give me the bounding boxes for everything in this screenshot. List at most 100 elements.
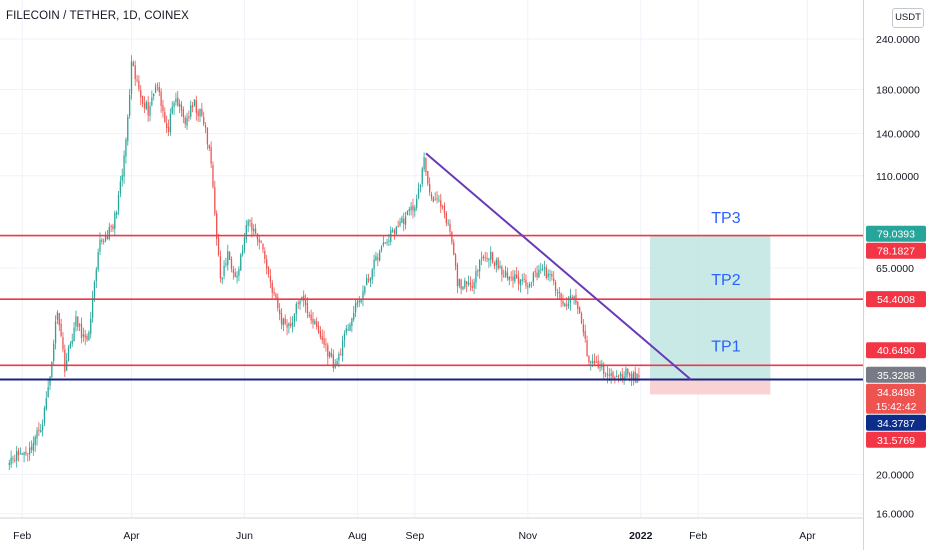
candle <box>197 108 199 122</box>
candle <box>119 175 122 198</box>
candle-body <box>558 292 560 294</box>
candle <box>358 296 360 308</box>
candle <box>264 247 266 264</box>
candle <box>425 157 427 176</box>
candle-body <box>440 200 442 207</box>
candle <box>28 441 31 461</box>
candle <box>564 302 566 308</box>
candle <box>53 339 55 365</box>
candle-body <box>254 228 257 234</box>
candle-body <box>579 307 581 314</box>
candle <box>421 166 423 188</box>
candle-body <box>73 327 75 342</box>
candle-body <box>488 258 490 261</box>
candle <box>240 252 242 271</box>
candle <box>91 290 94 323</box>
candle-body <box>412 205 414 211</box>
candle <box>325 338 327 352</box>
candle <box>427 171 429 187</box>
candle-body <box>314 320 316 324</box>
candle-body <box>293 313 296 323</box>
candle-body <box>247 221 249 226</box>
candle <box>514 270 516 284</box>
candle-body <box>88 332 90 341</box>
candle <box>373 254 375 277</box>
candle-body <box>121 175 123 181</box>
y-tick-label: 240.0000 <box>876 34 920 46</box>
annotation-label: TP2 <box>711 272 740 289</box>
candle-body <box>366 278 368 286</box>
price-tag: 78.1827 <box>866 242 926 259</box>
candle <box>364 285 366 296</box>
candle-body <box>380 246 383 251</box>
candle-body <box>186 117 188 126</box>
candle <box>127 114 129 146</box>
candle-body <box>597 360 599 368</box>
candle <box>17 447 20 462</box>
candle-body <box>508 276 510 280</box>
x-tick-label: Feb <box>13 530 31 542</box>
candle <box>84 329 86 346</box>
candle <box>75 310 77 332</box>
candle-body <box>32 443 34 451</box>
candle-body <box>636 373 638 383</box>
candle-body <box>201 108 203 116</box>
candle-body <box>128 94 131 116</box>
candle-body <box>151 97 153 105</box>
candle <box>178 99 181 114</box>
candle-body <box>86 335 88 340</box>
candle-body <box>456 264 459 286</box>
candle <box>280 308 283 330</box>
candle-body <box>60 323 62 337</box>
candle-body <box>25 451 27 454</box>
candle <box>216 210 218 246</box>
candle <box>616 370 618 378</box>
candle-body <box>175 98 177 103</box>
candle-body <box>403 219 405 225</box>
candle-body <box>114 213 116 230</box>
candle <box>108 222 110 241</box>
candle <box>27 453 29 462</box>
candle-body <box>241 250 244 255</box>
candle-body <box>145 101 147 109</box>
candle-body <box>367 279 370 281</box>
candle <box>219 250 222 283</box>
candle-body <box>104 234 107 241</box>
currency-button[interactable]: USDT <box>892 8 924 28</box>
candle-body <box>141 95 144 104</box>
candle-body <box>156 84 159 86</box>
candle <box>428 177 431 196</box>
candle-body <box>332 354 334 369</box>
candle-body <box>340 354 342 356</box>
candle <box>451 231 453 245</box>
candle <box>43 405 46 427</box>
candle <box>117 191 120 216</box>
candle-body <box>397 226 399 228</box>
candle <box>169 108 172 136</box>
candle-body <box>91 297 94 319</box>
candle-body <box>377 257 379 260</box>
candle <box>62 332 64 353</box>
candle <box>464 277 466 290</box>
candle <box>453 239 455 256</box>
candle-body <box>449 223 451 232</box>
candle <box>71 333 73 347</box>
candle <box>164 107 166 123</box>
candle <box>434 192 436 201</box>
candle-body <box>562 301 564 305</box>
candle <box>104 231 107 243</box>
y-tick-label: 110.0000 <box>876 171 919 183</box>
candle <box>177 90 179 107</box>
candle <box>30 440 33 454</box>
candle-body <box>414 207 416 212</box>
candle-body <box>499 265 501 268</box>
candle <box>230 256 233 273</box>
candle <box>101 237 103 245</box>
candle <box>41 419 44 437</box>
candle-body <box>308 314 310 317</box>
candle-body <box>123 155 125 177</box>
candle-body <box>345 328 347 333</box>
y-tick-label: 180.0000 <box>876 84 920 96</box>
